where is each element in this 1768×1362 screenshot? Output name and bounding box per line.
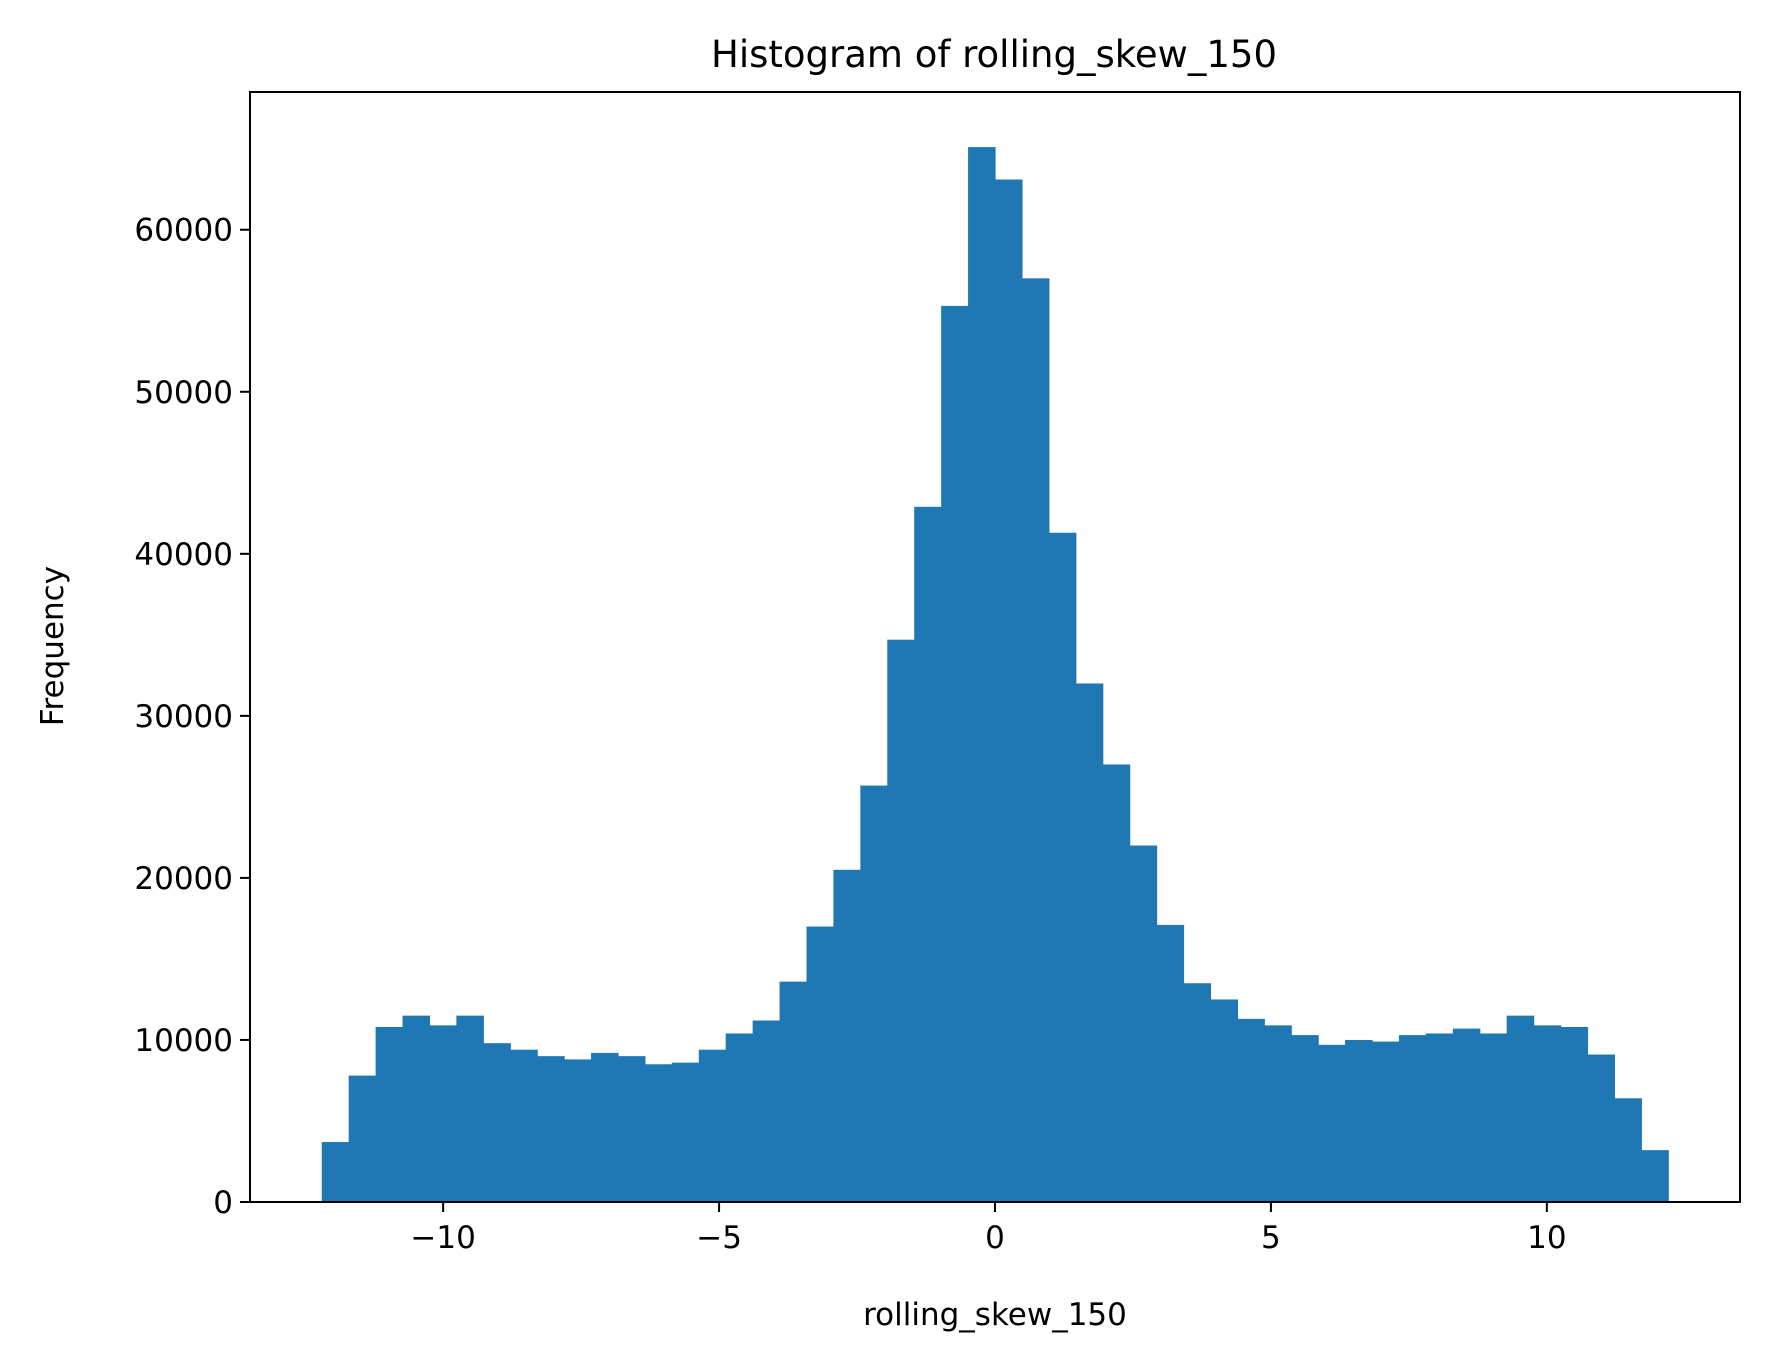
y-tick-label: 10000 — [134, 1023, 233, 1059]
histogram-bar — [1156, 924, 1185, 1202]
histogram-bar — [806, 926, 835, 1202]
histogram-bar — [1021, 278, 1050, 1203]
histogram-bar — [1398, 1035, 1427, 1202]
histogram-bar — [995, 179, 1023, 1202]
histogram-bar — [456, 1015, 484, 1202]
histogram-bar — [1129, 845, 1158, 1202]
plot-frame — [249, 91, 1741, 1203]
x-axis-label: rolling_skew_150 — [863, 1297, 1127, 1333]
histogram-bar — [402, 1015, 431, 1202]
y-tick-label: 20000 — [134, 861, 233, 897]
histogram-bar — [483, 1043, 511, 1202]
histogram-bar — [1291, 1035, 1319, 1202]
histogram-bar — [1345, 1039, 1373, 1202]
histogram-bar — [321, 1142, 350, 1202]
histogram-bar — [537, 1056, 565, 1202]
histogram-bar — [860, 785, 888, 1202]
histogram-bar — [671, 1062, 700, 1202]
histogram-bar — [833, 869, 861, 1202]
histogram-bar — [887, 639, 915, 1202]
histogram-bar — [617, 1056, 646, 1202]
y-tick-label: 50000 — [134, 375, 233, 411]
x-tick-label: 10 — [1527, 1220, 1566, 1256]
histogram-bar — [914, 506, 942, 1203]
histogram-bar — [1183, 983, 1212, 1202]
histogram-bar — [1614, 1098, 1642, 1202]
histogram-bar — [1425, 1033, 1454, 1202]
histogram-bar — [1641, 1150, 1669, 1202]
y-tick-label: 0 — [213, 1185, 233, 1221]
histogram-bar — [564, 1059, 592, 1202]
histogram-bar — [510, 1049, 538, 1202]
histogram-bar — [779, 981, 808, 1202]
y-tick-label: 30000 — [134, 699, 233, 735]
y-axis-ticks: 0 10000 20000 30000 40000 50000 60000 — [134, 213, 250, 1221]
y-tick-label: 60000 — [134, 213, 233, 249]
histogram-bar — [375, 1026, 404, 1202]
histogram-bar — [941, 305, 969, 1202]
histogram-bar — [1506, 1015, 1535, 1202]
histogram-bar — [1533, 1025, 1562, 1202]
histogram-bar — [1210, 999, 1238, 1202]
histogram-bar — [644, 1064, 673, 1202]
histogram-bar — [1372, 1041, 1400, 1202]
histogram-bar — [1560, 1026, 1589, 1202]
histogram-bar — [348, 1075, 377, 1202]
histogram-bar — [725, 1033, 754, 1202]
histogram-bar — [1264, 1025, 1292, 1202]
chart-title: Histogram of rolling_skew_150 — [711, 33, 1277, 76]
histogram-bar — [1479, 1033, 1508, 1202]
histogram-bar — [429, 1025, 457, 1202]
x-tick-label: −10 — [410, 1220, 475, 1256]
histogram-bar — [1452, 1028, 1481, 1202]
histogram-bar — [1318, 1044, 1346, 1202]
histogram-bar — [1587, 1054, 1615, 1202]
histogram-bar — [752, 1020, 781, 1202]
histogram-bar — [1237, 1018, 1265, 1202]
y-tick-label: 40000 — [134, 537, 233, 573]
x-tick-label: 0 — [985, 1220, 1005, 1256]
x-tick-label: −5 — [696, 1220, 742, 1256]
x-tick-label: 5 — [1261, 1220, 1281, 1256]
histogram-bar — [1102, 764, 1131, 1202]
x-axis-ticks: −10 −5 0 5 10 — [410, 1202, 1567, 1256]
histogram-bar — [591, 1052, 619, 1202]
histogram-bar — [1075, 683, 1104, 1202]
bars-group — [321, 147, 1669, 1203]
histogram-bar — [1048, 532, 1077, 1202]
histogram-bar — [698, 1049, 727, 1202]
histogram-bar — [968, 147, 996, 1203]
y-axis-label: Frequency — [35, 566, 71, 726]
